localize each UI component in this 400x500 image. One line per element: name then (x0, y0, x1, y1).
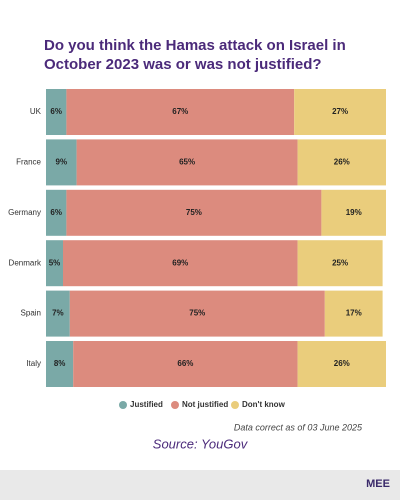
y-tick-label: UK (30, 107, 42, 116)
bar-segment (46, 341, 74, 387)
bar-segment (46, 139, 77, 186)
data-label: 19% (346, 208, 362, 217)
bar-segment (66, 89, 295, 135)
data-label: 27% (332, 107, 348, 116)
data-label: 7% (52, 309, 64, 318)
bar-segment (324, 290, 383, 337)
bar-segment (46, 89, 67, 135)
y-tick-label: Italy (26, 359, 41, 368)
data-label: 66% (177, 359, 193, 368)
chart-title: Do you think the Hamas attack on Israel … (44, 37, 346, 54)
footer-band (0, 470, 400, 500)
legend-marker (171, 401, 179, 409)
data-label: 5% (49, 258, 61, 267)
bar-segment (73, 341, 298, 387)
chart-title: October 2023 was or was not justified? (44, 56, 322, 73)
data-label: 9% (56, 158, 68, 167)
y-tick-label: Germany (8, 208, 41, 217)
legend-label: Don't know (242, 400, 286, 409)
bar-segment (69, 290, 325, 337)
logo: MEE (366, 478, 390, 490)
bar-segment (297, 139, 386, 186)
data-label: 26% (334, 158, 350, 167)
data-label: 65% (179, 158, 195, 167)
data-label: 26% (334, 359, 350, 368)
bar-segment (46, 290, 70, 337)
data-label: 25% (332, 258, 348, 267)
bar-segment (297, 341, 386, 387)
source: Source: YouGov (153, 436, 249, 451)
bar-segment (76, 139, 298, 186)
legend-label: Not justified (182, 400, 228, 409)
data-label: 75% (189, 309, 205, 318)
data-label: 17% (346, 309, 362, 318)
data-label: 75% (186, 208, 202, 217)
data-label: 69% (172, 258, 188, 267)
y-tick-label: Denmark (9, 258, 42, 267)
legend-marker (231, 401, 239, 409)
bar-segment (46, 240, 63, 287)
data-label: 6% (50, 107, 62, 116)
bar-segment (297, 240, 383, 287)
legend-label: Justified (130, 400, 163, 409)
data-label: 6% (50, 208, 62, 217)
legend-marker (119, 401, 127, 409)
y-tick-label: France (16, 158, 41, 167)
bar-segment (66, 189, 322, 236)
bar-segment (63, 240, 298, 287)
bar-segment (294, 89, 386, 135)
note: Data correct as of 03 June 2025 (234, 422, 363, 432)
data-label: 8% (54, 359, 66, 368)
bar-segment (321, 189, 386, 236)
bar-segment (46, 189, 67, 236)
data-label: 67% (172, 107, 188, 116)
y-tick-label: Spain (21, 309, 41, 318)
